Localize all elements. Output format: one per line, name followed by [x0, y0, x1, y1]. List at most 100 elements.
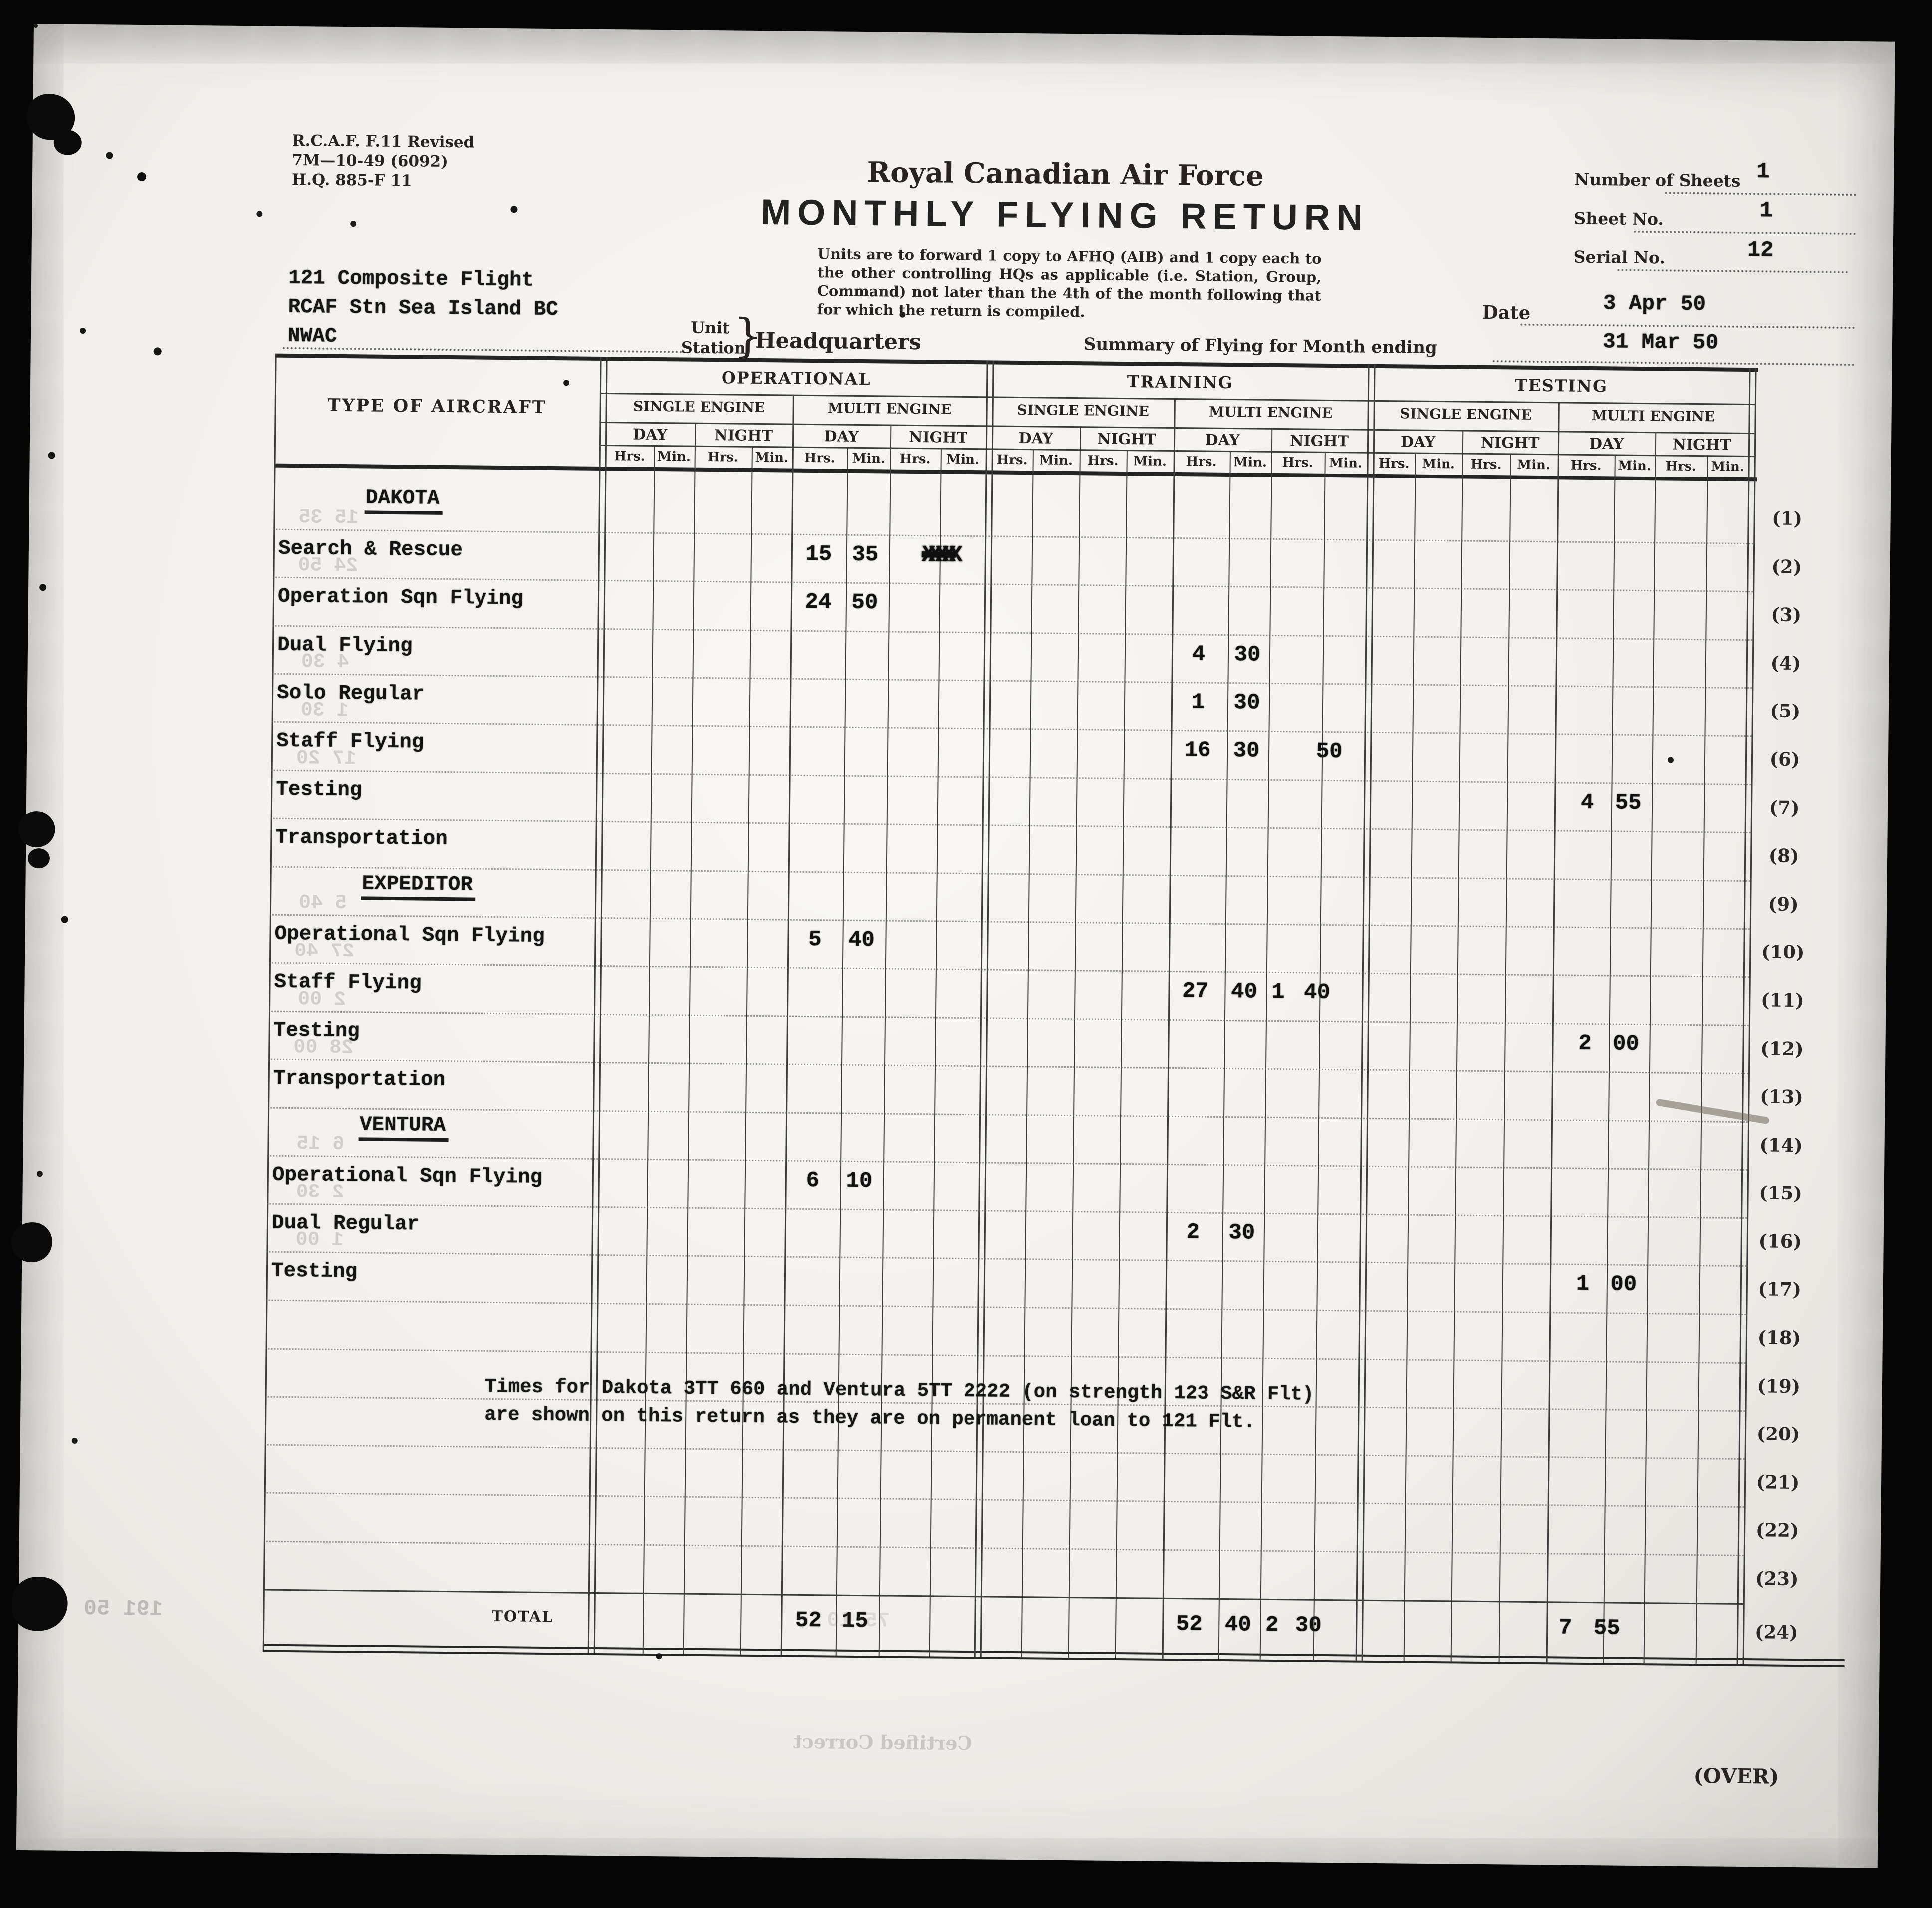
- row-number: (1): [1772, 507, 1803, 530]
- row-number: (20): [1756, 1423, 1800, 1445]
- row-number: (11): [1760, 989, 1804, 1012]
- ghost-text: 27 40: [294, 940, 355, 963]
- daynight-day: DAY: [824, 428, 859, 446]
- unit-min: Min.: [657, 449, 691, 465]
- unit-hrs: Hrs.: [1665, 459, 1696, 475]
- row-number: (7): [1769, 796, 1800, 819]
- form-paper: R.C.A.F. F.11 Revised 7M—10-49 (6092) H.…: [11, 24, 1895, 1868]
- unit-min: Min.: [946, 452, 980, 468]
- punch-hole: [53, 130, 82, 155]
- row-number: (6): [1769, 748, 1800, 771]
- ghost-text: 2 30: [296, 1181, 344, 1204]
- number-of-sheets-line: [1665, 192, 1856, 196]
- row-number: (16): [1758, 1230, 1802, 1253]
- activity-label: Transportation: [275, 826, 448, 851]
- daynight-night: NIGHT: [1480, 434, 1540, 453]
- cell-tr-multi-day-min: 30: [1233, 690, 1260, 716]
- serial-no-value: 12: [1747, 238, 1774, 263]
- unit-hrs: Hrs.: [614, 449, 645, 464]
- punch-hole: [27, 848, 50, 869]
- daynight-night: NIGHT: [714, 427, 773, 445]
- daynight-day: DAY: [632, 426, 668, 444]
- summary-value: 31 Mar 50: [1602, 329, 1719, 355]
- punch-hole: [18, 811, 55, 848]
- stamp-line2: 7M—10-49 (6092): [292, 151, 448, 171]
- form-stamp: R.C.A.F. F.11 Revised 7M—10-49 (6092) H.…: [292, 131, 475, 191]
- section-training: TRAINING: [1127, 372, 1233, 393]
- sheet-no-label: Sheet No.: [1574, 208, 1664, 229]
- ghost-text: 1 30: [300, 699, 349, 722]
- summary-label: Summary of Flying for Month ending: [1083, 334, 1437, 358]
- row-number: (4): [1770, 652, 1801, 675]
- row-number: (8): [1768, 844, 1799, 867]
- activity-label: Testing: [276, 778, 362, 802]
- cell-tr-multi-day-min: 30: [1234, 642, 1261, 668]
- cell-op-multi-day-min: 50: [851, 590, 878, 616]
- cell-tr-multi-day-min: 30: [1228, 1220, 1255, 1246]
- engine-single: SINGLE ENGINE: [1400, 405, 1532, 423]
- row-number: (24): [1754, 1621, 1798, 1644]
- cell-op-multi-day-min: 35: [852, 542, 879, 568]
- activity-label: Operation Sqn Flying: [277, 585, 524, 611]
- unit-hrs: Hrs.: [996, 452, 1028, 468]
- stamp-line3: H.Q. 885-F 11: [291, 170, 412, 190]
- ghost-text: 2 00: [298, 988, 346, 1012]
- aircraft-section-label: DAKOTA: [364, 486, 443, 515]
- unit-hrs: Hrs.: [1570, 458, 1602, 474]
- daynight-day: DAY: [1589, 435, 1624, 453]
- cell-op-multi-day-hrs: 52: [795, 1608, 822, 1634]
- unit-hrs: Hrs.: [899, 451, 931, 467]
- cell-tr-multi-day-hrs: 16: [1184, 738, 1211, 763]
- unit-line2: RCAF Stn Sea Island BC: [288, 295, 559, 322]
- sheet-no-line: [1634, 230, 1856, 235]
- date-label: Date: [1482, 301, 1531, 324]
- ghost-text: 28 00: [293, 1036, 354, 1060]
- cell-op-multi-day-hrs: 6: [806, 1168, 820, 1193]
- unit-hrs: Hrs.: [1378, 456, 1410, 472]
- date-value: 3 Apr 50: [1603, 291, 1706, 317]
- ghost-text: 15 35: [298, 506, 359, 530]
- unit-hrs: Hrs.: [1470, 457, 1502, 473]
- instructions: Units are to forward 1 copy to AFHQ (AIB…: [817, 245, 1322, 321]
- daynight-day: DAY: [1400, 433, 1436, 451]
- unit-line1: 121 Composite Flight: [288, 266, 534, 292]
- row-number: (9): [1768, 893, 1799, 916]
- ghost-text: 17 20: [296, 747, 357, 771]
- unit-min: Min.: [1711, 459, 1745, 475]
- row-number: (18): [1757, 1326, 1801, 1349]
- unit-min: Min.: [1422, 456, 1455, 472]
- unit-hrs: Hrs.: [1186, 454, 1217, 470]
- cell-op-multi-day-min: 40: [848, 927, 875, 953]
- daynight-night: NIGHT: [1097, 430, 1157, 449]
- unit-hrs: Hrs.: [707, 449, 738, 465]
- ghost-text: 1 00: [295, 1229, 344, 1252]
- summary-line: [1492, 360, 1855, 366]
- cell-tr-multi-night-min: 40: [1303, 980, 1331, 1006]
- unit-word: Unit: [691, 318, 730, 338]
- unit-min: Min.: [1618, 458, 1652, 474]
- ghost-text: 24 50: [298, 554, 358, 578]
- row-number: (15): [1759, 1182, 1803, 1204]
- cell-te-multi-day-min: 00: [1612, 1031, 1640, 1057]
- number-of-sheets-value: 1: [1756, 159, 1770, 185]
- cell-tr-multi-day-hrs: 2: [1186, 1220, 1200, 1245]
- cell-tr-multi-day-hrs: 27: [1182, 979, 1209, 1004]
- daynight-day: DAY: [1205, 431, 1240, 450]
- unit-min: Min.: [1039, 453, 1073, 469]
- stamp-line1: R.C.A.F. F.11 Revised: [292, 131, 475, 152]
- row-number: (12): [1760, 1037, 1804, 1060]
- cell-tr-multi-night-min: 50: [1316, 739, 1343, 765]
- unit-hrs: Hrs.: [1282, 455, 1313, 471]
- cell-op-multi-day-hrs: 15: [805, 541, 832, 567]
- date-line: [1520, 323, 1855, 329]
- org-title: Royal Canadian Air Force: [867, 156, 1264, 193]
- row-number: (5): [1770, 700, 1801, 722]
- row-number: (17): [1758, 1278, 1802, 1301]
- engine-multi: MULTI ENGINE: [1591, 407, 1715, 425]
- row-number: (2): [1771, 555, 1802, 578]
- serial-no-line: [1617, 269, 1848, 273]
- row-number: (10): [1761, 941, 1805, 963]
- section-testing: TESTING: [1515, 375, 1608, 396]
- daynight-night: NIGHT: [1672, 436, 1731, 454]
- cell-op-multi-night-struck: XXXXX: [921, 542, 956, 568]
